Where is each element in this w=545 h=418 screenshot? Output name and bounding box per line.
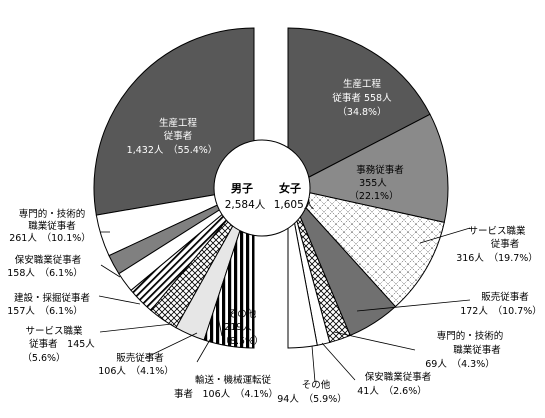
label-m-hanbai-2: 106人 （4.1%） bbox=[98, 365, 174, 377]
label-m-senmon-3: 261人 （10.1%） bbox=[9, 232, 91, 244]
label-f-sonota-2: 94人 （5.9%） bbox=[277, 393, 346, 405]
label-m-sonota-1: その他 bbox=[228, 308, 257, 320]
label-f-service-2: 従事者 bbox=[491, 238, 520, 250]
label-f-sonota-1: その他 bbox=[302, 379, 331, 391]
label-m-kensetsu-1: 建設・採掘従事者 bbox=[14, 292, 90, 304]
male-slice-0 bbox=[93, 27, 255, 216]
label-f-service-3: 316人 （19.7%） bbox=[456, 252, 538, 264]
female-slice-1 bbox=[286, 113, 449, 223]
label-m-service-2: 従事者 145人 bbox=[29, 338, 95, 350]
male-center-label: 男子 bbox=[231, 182, 253, 195]
label-f-hoan-1: 保安職業従事者 bbox=[365, 371, 432, 383]
label-f-hoan-2: 41人 （2.6%） bbox=[357, 385, 426, 397]
label-m-yuso-1: 輸送・機械運転従 bbox=[195, 374, 272, 386]
pie-female bbox=[286, 27, 449, 349]
label-f-service-1: サービス職業 bbox=[468, 225, 526, 237]
label-f-senmon-3: 69人 （4.3%） bbox=[425, 358, 494, 370]
label-m-hoan-1: 保安職業従事者 bbox=[15, 254, 82, 266]
female-center-label: 女子 bbox=[279, 181, 301, 195]
label-f-jimu-1: 事務従事者 bbox=[356, 164, 404, 176]
label-m-sonota-3: （8.5%） bbox=[220, 335, 263, 347]
label-m-senmon-2: 職業従事者 bbox=[28, 220, 76, 232]
female-labels: 生産工程 従事者 558人 （34.8%） 事務従事者 355人 （22.1%）… bbox=[277, 78, 542, 405]
label-m-sonota-2: 219人 bbox=[224, 322, 252, 333]
label-f-senmon-1: 専門的・技術的 bbox=[437, 330, 504, 342]
label-f-seisan-2: 従事者 558人 bbox=[332, 92, 392, 104]
label-f-jimu-2: 355人 bbox=[359, 178, 387, 189]
female-center-total: 1,605人 bbox=[274, 199, 315, 211]
center-circle bbox=[213, 139, 311, 237]
label-m-kensetsu-2: 157人 （6.1%） bbox=[7, 305, 83, 317]
label-m-service-1: サービス職業 bbox=[25, 325, 83, 337]
label-f-jimu-3: （22.1%） bbox=[349, 190, 398, 202]
label-f-seisan-3: （34.8%） bbox=[337, 106, 386, 118]
label-m-hanbai-1: 販売従事者 bbox=[116, 352, 164, 364]
female-slice-2 bbox=[286, 187, 445, 308]
label-f-hanbai-1: 販売従事者 bbox=[481, 291, 529, 303]
male-center-total: 2,584人 bbox=[225, 199, 266, 211]
female-slice-6 bbox=[287, 187, 318, 349]
label-m-service-3: （5.6%） bbox=[22, 352, 65, 364]
label-m-seisan-2: 従事者 bbox=[164, 130, 193, 142]
label-f-seisan-1: 生産工程 bbox=[343, 78, 382, 90]
label-m-senmon-1: 専門的・技術的 bbox=[19, 208, 86, 220]
female-slice-0 bbox=[287, 27, 431, 189]
label-m-seisan-3: 1,432人 （55.4%） bbox=[127, 144, 218, 156]
label-f-hanbai-2: 172人 （10.7%） bbox=[460, 305, 542, 317]
label-f-senmon-2: 職業従事者 bbox=[453, 344, 501, 356]
male-labels: 生産工程 従事者 1,432人 （55.4%） 専門的・技術的 職業従事者 26… bbox=[7, 117, 278, 400]
label-m-seisan-1: 生産工程 bbox=[159, 117, 198, 129]
label-m-hoan-2: 158人 （6.1%） bbox=[7, 267, 83, 279]
leader-lines bbox=[98, 227, 471, 383]
label-m-yuso-2: 事者 106人 （4.1%） bbox=[174, 388, 278, 400]
